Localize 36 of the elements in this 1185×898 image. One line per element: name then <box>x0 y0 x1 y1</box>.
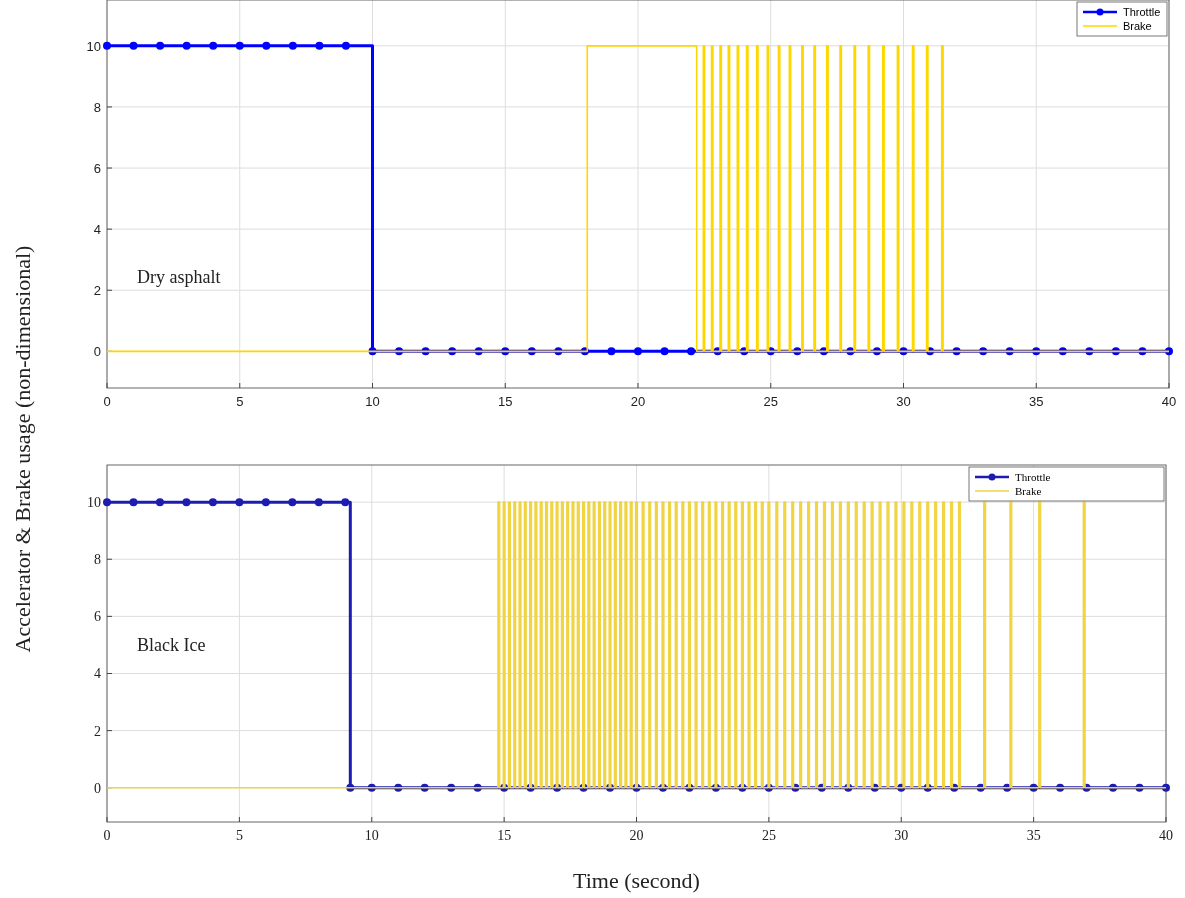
legend-label: Brake <box>1123 20 1152 32</box>
y-tick-label: 8 <box>94 552 101 568</box>
x-tick-label: 25 <box>763 394 778 409</box>
y-tick-label: 4 <box>93 222 101 238</box>
y-tick-label: 2 <box>94 723 101 739</box>
y-tick-label: 0 <box>93 344 101 360</box>
x-tick-label: 5 <box>236 394 244 409</box>
y-tick-label: 2 <box>93 283 101 299</box>
x-tick-label: 20 <box>630 394 646 409</box>
y-tick-label: 6 <box>93 161 101 177</box>
annotation: Black Ice <box>137 634 206 655</box>
x-tick-label: 10 <box>364 828 379 843</box>
x-tick-label: 35 <box>1026 828 1041 843</box>
legend-label: Throttle <box>1123 6 1161 18</box>
x-tick-label: 40 <box>1159 828 1173 843</box>
x-tick-label: 10 <box>365 394 380 409</box>
x-tick-label: 40 <box>1161 394 1177 409</box>
y-axis-title: Accelerator & Brake usage (non-dimensional) <box>10 245 35 653</box>
x-tick-label: 15 <box>498 394 513 409</box>
y-tick-label: 10 <box>87 495 101 511</box>
x-tick-label: 5 <box>235 828 243 843</box>
legend-label: Throttle <box>1015 471 1051 483</box>
x-tick-label: 30 <box>896 394 911 409</box>
y-tick-label: 4 <box>94 666 101 682</box>
x-tick-label: 35 <box>1029 394 1044 409</box>
y-tick-label: 10 <box>86 38 101 54</box>
x-tick-label: 20 <box>629 828 644 843</box>
x-tick-label: 30 <box>894 828 909 843</box>
x-tick-label: 15 <box>497 828 512 843</box>
y-tick-label: 6 <box>94 609 101 625</box>
x-axis-title: Time (second) <box>573 868 700 893</box>
x-tick-label: 25 <box>761 828 776 843</box>
y-tick-label: 8 <box>93 99 101 115</box>
y-tick-label: 0 <box>94 780 101 796</box>
annotation: Dry asphalt <box>137 267 221 288</box>
legend-label: Brake <box>1015 485 1042 497</box>
